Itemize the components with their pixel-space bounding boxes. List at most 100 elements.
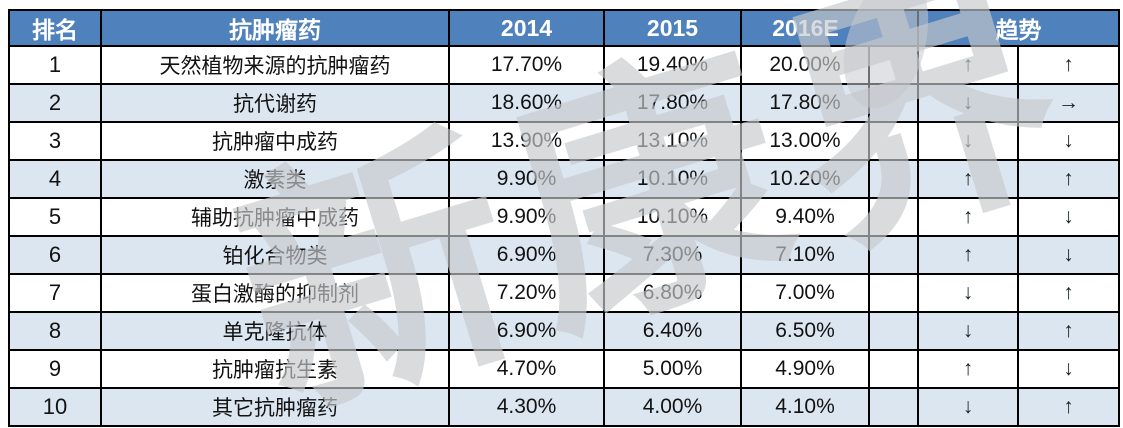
drug-name-cell: 抗肿瘤中成药	[100, 121, 450, 161]
value-2015-cell: 6.40%	[603, 311, 742, 351]
value-2014-cell: 4.70%	[448, 349, 605, 389]
value-2016e-cell: 7.00%	[740, 273, 870, 313]
value-2015-cell: 4.00%	[603, 387, 742, 427]
value-2015-cell: 13.10%	[603, 121, 742, 161]
spacer-cell	[868, 235, 919, 275]
table-row: 7 蛋白激酶的抑制剂 7.20% 6.80% 7.00% ↓ ↑	[8, 273, 1120, 313]
trend-2016e-arrow: ↑	[1017, 273, 1120, 313]
value-2016e-cell: 7.10%	[740, 235, 870, 275]
value-2015-cell: 10.10%	[603, 159, 742, 199]
table-row: 1 天然植物来源的抗肿瘤药 17.70% 19.40% 20.00% ↑ ↑	[8, 45, 1120, 85]
table-row: 8 单克隆抗体 6.90% 6.40% 6.50% ↓ ↑	[8, 311, 1120, 351]
table-stage: 排名 抗肿瘤药 2014 2015 2016E 趋势 1 天然植物来源的抗肿瘤药…	[8, 9, 1120, 427]
trend-2016e-arrow: ↑	[1017, 159, 1120, 199]
trend-2015-arrow: ↓	[917, 83, 1019, 123]
value-2016e-cell: 10.20%	[740, 159, 870, 199]
trend-2015-arrow: ↑	[917, 197, 1019, 237]
table-row: 3 抗肿瘤中成药 13.90% 13.10% 13.00% ↓ ↓	[8, 121, 1120, 161]
trend-2015-arrow: ↑	[917, 349, 1019, 389]
value-2014-cell: 9.90%	[448, 159, 605, 199]
value-2015-cell: 7.30%	[603, 235, 742, 275]
header-2015: 2015	[603, 9, 742, 47]
drug-name-cell: 单克隆抗体	[100, 311, 450, 351]
value-2016e-cell: 4.10%	[740, 387, 870, 427]
value-2014-cell: 17.70%	[448, 45, 605, 85]
rank-cell: 6	[8, 235, 102, 275]
header-spacer	[869, 9, 919, 47]
trend-2015-arrow: ↓	[917, 387, 1019, 427]
value-2015-cell: 17.80%	[603, 83, 742, 123]
rank-cell: 3	[8, 121, 102, 161]
value-2016e-cell: 4.90%	[740, 349, 870, 389]
header-row: 排名 抗肿瘤药 2014 2015 2016E 趋势	[8, 9, 1120, 47]
rank-cell: 2	[8, 83, 102, 123]
table-row: 2 抗代谢药 18.60% 17.80% 17.80% ↓ →	[8, 83, 1120, 123]
trend-2015-arrow: ↑	[917, 159, 1019, 199]
value-2014-cell: 18.60%	[448, 83, 605, 123]
trend-2016e-arrow: ↑	[1017, 311, 1120, 351]
header-2014: 2014	[448, 9, 605, 47]
spacer-cell	[868, 159, 919, 199]
value-2015-cell: 19.40%	[603, 45, 742, 85]
drug-name-cell: 辅助抗肿瘤中成药	[100, 197, 450, 237]
rank-cell: 10	[8, 387, 102, 427]
header-rank: 排名	[8, 9, 102, 47]
header-trend: 趋势	[917, 9, 1120, 47]
spacer-cell	[868, 197, 919, 237]
rank-cell: 5	[8, 197, 102, 237]
rank-cell: 8	[8, 311, 102, 351]
value-2015-cell: 6.80%	[603, 273, 742, 313]
trend-2015-arrow: ↓	[917, 121, 1019, 161]
table-row: 5 辅助抗肿瘤中成药 9.90% 10.10% 9.40% ↑ ↓	[8, 197, 1120, 237]
trend-2015-arrow: ↑	[917, 45, 1019, 85]
value-2014-cell: 6.90%	[448, 235, 605, 275]
table-body: 1 天然植物来源的抗肿瘤药 17.70% 19.40% 20.00% ↑ ↑ 2…	[8, 45, 1120, 427]
value-2016e-cell: 13.00%	[740, 121, 870, 161]
value-2015-cell: 10.10%	[603, 197, 742, 237]
drug-name-cell: 抗肿瘤抗生素	[100, 349, 450, 389]
drug-name-cell: 蛋白激酶的抑制剂	[100, 273, 450, 313]
value-2014-cell: 7.20%	[448, 273, 605, 313]
drug-name-cell: 铂化合物类	[100, 235, 450, 275]
spacer-cell	[868, 387, 919, 427]
value-2016e-cell: 6.50%	[740, 311, 870, 351]
spacer-cell	[868, 273, 919, 313]
trend-2016e-arrow: ↓	[1017, 197, 1120, 237]
value-2014-cell: 4.30%	[448, 387, 605, 427]
trend-2016e-arrow: ↓	[1017, 349, 1120, 389]
spacer-cell	[868, 83, 919, 123]
rank-cell: 1	[8, 45, 102, 85]
header-2016e: 2016E	[740, 9, 869, 47]
antitumor-market-share-table: 排名 抗肿瘤药 2014 2015 2016E 趋势 1 天然植物来源的抗肿瘤药…	[8, 9, 1120, 427]
header-drug: 抗肿瘤药	[100, 9, 450, 47]
trend-2016e-arrow: →	[1017, 83, 1120, 123]
table-row: 4 激素类 9.90% 10.10% 10.20% ↑ ↑	[8, 159, 1120, 199]
trend-2016e-arrow: ↑	[1017, 45, 1120, 85]
spacer-cell	[868, 311, 919, 351]
spacer-cell	[868, 121, 919, 161]
trend-2016e-arrow: ↓	[1017, 121, 1120, 161]
table-row: 10 其它抗肿瘤药 4.30% 4.00% 4.10% ↓ ↑	[8, 387, 1120, 427]
trend-2015-arrow: ↑	[917, 235, 1019, 275]
trend-2016e-arrow: ↑	[1017, 387, 1120, 427]
table-row: 9 抗肿瘤抗生素 4.70% 5.00% 4.90% ↑ ↓	[8, 349, 1120, 389]
rank-cell: 7	[8, 273, 102, 313]
value-2015-cell: 5.00%	[603, 349, 742, 389]
trend-2015-arrow: ↓	[917, 311, 1019, 351]
rank-cell: 9	[8, 349, 102, 389]
value-2014-cell: 6.90%	[448, 311, 605, 351]
spacer-cell	[868, 349, 919, 389]
drug-name-cell: 激素类	[100, 159, 450, 199]
drug-name-cell: 其它抗肿瘤药	[100, 387, 450, 427]
value-2016e-cell: 20.00%	[740, 45, 870, 85]
table-row: 6 铂化合物类 6.90% 7.30% 7.10% ↑ ↓	[8, 235, 1120, 275]
spacer-cell	[868, 45, 919, 85]
trend-2015-arrow: ↓	[917, 273, 1019, 313]
value-2014-cell: 9.90%	[448, 197, 605, 237]
drug-name-cell: 天然植物来源的抗肿瘤药	[100, 45, 450, 85]
value-2016e-cell: 17.80%	[740, 83, 870, 123]
trend-2016e-arrow: ↓	[1017, 235, 1120, 275]
drug-name-cell: 抗代谢药	[100, 83, 450, 123]
rank-cell: 4	[8, 159, 102, 199]
value-2016e-cell: 9.40%	[740, 197, 870, 237]
